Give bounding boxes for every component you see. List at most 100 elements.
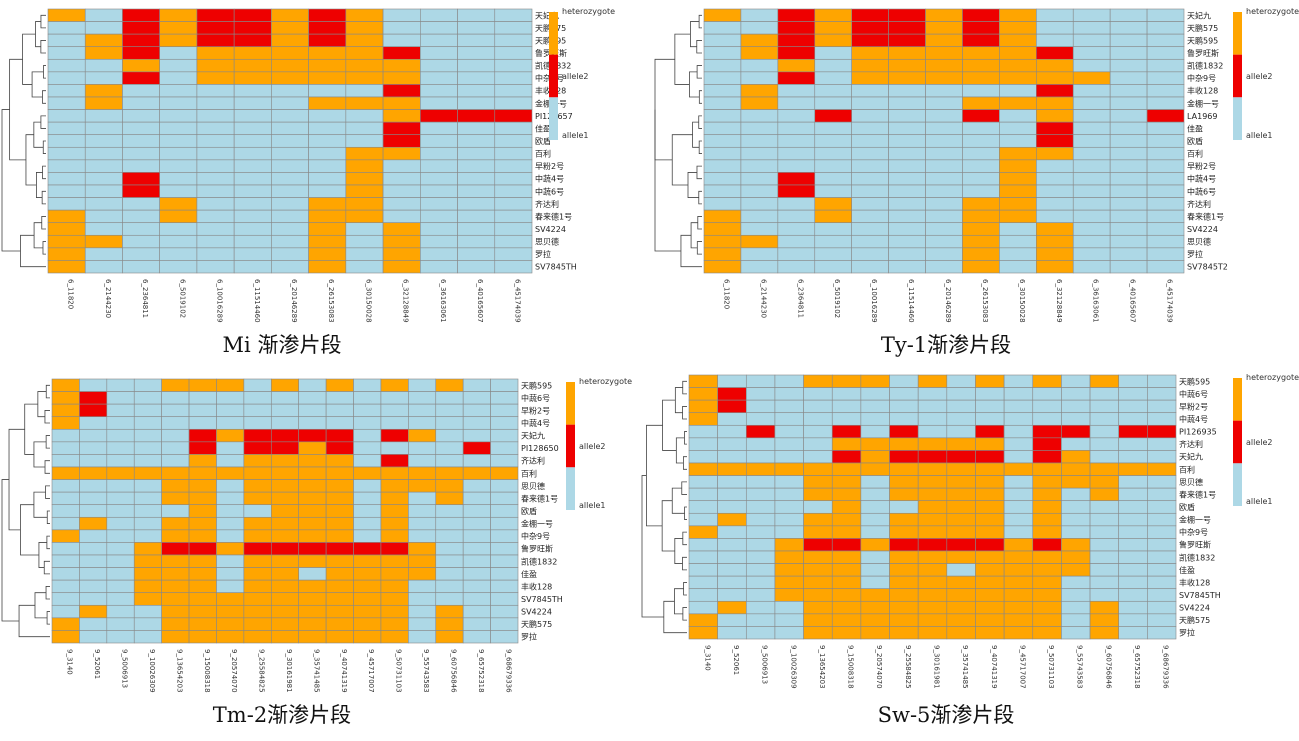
heatmap-cell — [161, 454, 190, 468]
heatmap-cell — [1109, 121, 1148, 136]
heatmap-cell — [1147, 600, 1177, 615]
heatmap-cell — [1146, 58, 1185, 73]
row-label: PI128650 — [521, 444, 559, 453]
heatmap-cell — [1118, 550, 1148, 564]
heatmap-cell — [325, 504, 354, 518]
heatmap-cell — [917, 550, 948, 564]
heatmap-cell — [84, 121, 123, 136]
heatmap-cell — [925, 109, 963, 123]
heatmap-cell — [1089, 600, 1120, 615]
heatmap-cell — [1089, 500, 1120, 514]
heatmap-cell — [1146, 222, 1185, 236]
heatmap-cell — [345, 21, 384, 35]
heatmap-cell — [740, 58, 779, 73]
heatmap-cell — [777, 172, 816, 186]
heatmap-cell — [777, 234, 816, 249]
dendrogram-branch — [684, 431, 687, 445]
heatmap-cell — [717, 374, 747, 388]
heatmap-cell — [325, 391, 354, 405]
legend-label: heterozygote — [1246, 373, 1299, 382]
heatmap-cell — [946, 387, 976, 401]
heatmap-cell — [51, 542, 80, 556]
dendrogram-branch — [24, 403, 38, 455]
heatmap-cell — [831, 613, 862, 627]
heatmap-cell — [975, 399, 1005, 414]
heatmap-cell — [408, 479, 437, 493]
row-label: 鲁罗旺斯 — [521, 544, 553, 554]
heatmap-cell — [999, 222, 1037, 236]
heatmap-cell — [51, 516, 80, 531]
heatmap-cell — [1061, 437, 1091, 451]
heatmap-cell — [851, 260, 889, 274]
heatmap-cell — [435, 579, 464, 594]
heatmap-cell — [494, 121, 533, 136]
heatmap-cell — [745, 538, 776, 552]
row-label: 百利 — [1179, 464, 1195, 474]
heatmap-cell — [814, 146, 852, 161]
heatmap-cell — [1146, 71, 1185, 85]
heatmap-cell — [1003, 538, 1034, 552]
dendrogram-branch — [671, 134, 693, 186]
heatmap-cell — [490, 617, 519, 631]
heatmap-cell — [216, 441, 245, 455]
heatmap-cell — [122, 222, 160, 236]
heatmap-panel-sw5: 天鹏595中蔬6号早粉2号中蔬4号PI126935齐达利天妃九百利思贝德春来德1… — [641, 373, 1299, 689]
heatmap-cell — [803, 437, 833, 451]
heatmap-cell — [233, 134, 272, 148]
heatmap-cell — [745, 450, 776, 464]
heatmap-cell — [308, 260, 347, 274]
heatmap-cell — [133, 567, 162, 581]
heatmap-cell — [196, 58, 235, 73]
heatmap-cell — [917, 525, 948, 539]
row-label: 齐达利 — [521, 456, 545, 466]
legend-swatch — [1233, 54, 1242, 98]
heatmap-cell — [84, 8, 123, 22]
heatmap-cell — [353, 567, 382, 581]
legend-label: allele1 — [1246, 131, 1273, 140]
heatmap-cell — [106, 567, 135, 581]
row-label: 中蔬4号 — [521, 418, 550, 428]
heatmap-cell — [814, 260, 852, 274]
panel-title-ty1: Ty-1渐渗片段 — [881, 333, 1011, 357]
heatmap-cell — [308, 172, 347, 186]
heatmap-cell — [1118, 450, 1148, 464]
heatmap-cell — [717, 512, 747, 527]
heatmap-cell — [462, 592, 491, 606]
heatmap-cell — [851, 21, 889, 35]
heatmap-cell — [159, 84, 198, 98]
heatmap-cell — [84, 209, 123, 224]
heatmap-cell — [382, 234, 421, 249]
dendrogram-branch — [36, 172, 43, 198]
heatmap-cell — [962, 197, 1000, 211]
heatmap-cell — [79, 466, 108, 480]
legend-swatch — [1233, 12, 1242, 55]
heatmap-cell — [325, 479, 354, 493]
heatmap-cell — [999, 84, 1037, 98]
heatmap-cell — [188, 428, 217, 443]
legend-label: heterozygote — [562, 7, 615, 16]
heatmap-cell — [298, 554, 327, 568]
heatmap-cell — [889, 450, 919, 464]
heatmap-cell — [457, 184, 496, 198]
column-label: 9_35741485 — [312, 649, 320, 693]
row-label: 天妃九 — [521, 431, 545, 441]
heatmap-cell — [106, 416, 135, 430]
row-label: 丰收128 — [521, 581, 552, 591]
column-label: 9_25584825 — [258, 649, 266, 693]
legend-label: allele2 — [1246, 438, 1273, 447]
row-label: 早粉2号 — [521, 405, 550, 415]
dendrogram-branch — [674, 538, 683, 564]
heatmap-cell — [435, 630, 464, 644]
heatmap-cell — [777, 260, 816, 274]
dendrogram-branch — [690, 21, 700, 48]
heatmap-cell — [831, 450, 862, 464]
heatmap-cell — [196, 209, 235, 224]
heatmap-cell — [740, 71, 779, 85]
heatmap-cell — [47, 260, 86, 274]
column-label: 6_40165607 — [1129, 279, 1137, 323]
heatmap-cell — [325, 617, 354, 631]
heatmap-cell — [457, 46, 496, 60]
heatmap-cell — [1118, 374, 1148, 388]
heatmap-cell — [1118, 575, 1148, 590]
heatmap-cell — [106, 592, 135, 606]
